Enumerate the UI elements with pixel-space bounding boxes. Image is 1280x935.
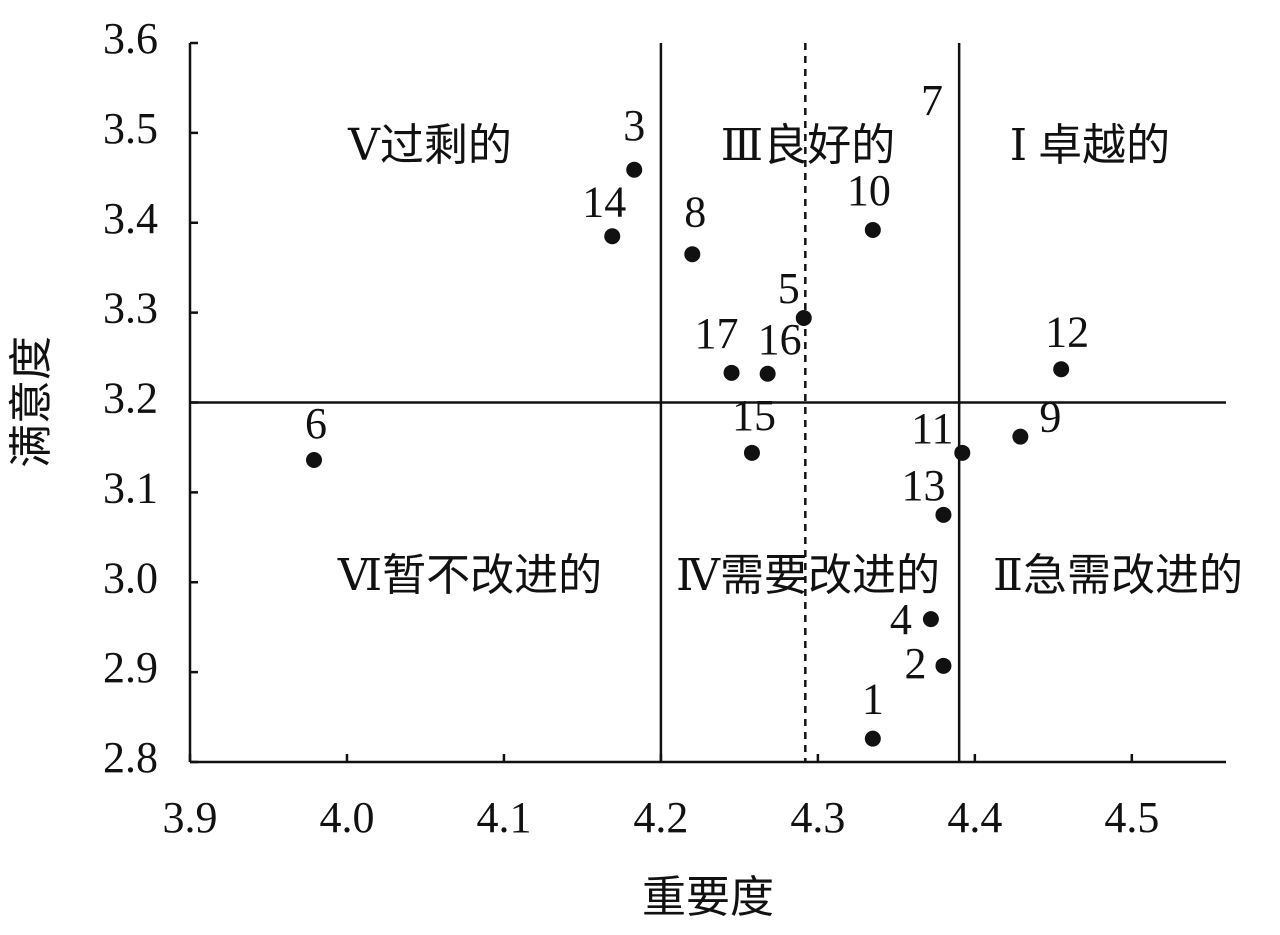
x-tick-label: 3.9	[163, 793, 218, 842]
quadrant-label: Ⅴ过剩的	[347, 121, 512, 170]
point-label: 9	[1039, 393, 1061, 442]
point	[864, 221, 881, 238]
point-label: 13	[901, 461, 945, 510]
point-label: 3	[623, 101, 645, 150]
point	[759, 365, 776, 382]
quadrant-label: Ⅰ 卓越的	[1010, 121, 1170, 170]
point	[626, 161, 643, 178]
y-tick-label: 3.4	[103, 194, 158, 243]
point-label: 15	[732, 391, 776, 440]
x-tick-label: 4.3	[790, 793, 845, 842]
quadrant-label: Ⅳ需要改进的	[676, 551, 940, 600]
point-label: 2	[904, 639, 926, 688]
x-axis-title: 重要度	[642, 873, 774, 922]
point	[604, 228, 621, 245]
point-label: 5	[778, 264, 800, 313]
point	[1053, 361, 1070, 378]
quadrant-label: Ⅱ急需改进的	[993, 551, 1243, 600]
point	[935, 657, 952, 674]
y-tick-label: 3.3	[103, 284, 158, 333]
y-tick-label: 3.2	[103, 374, 158, 423]
point	[684, 246, 701, 263]
quadrant-label: Ⅲ良好的	[721, 121, 895, 170]
y-tick-label: 3.6	[103, 14, 158, 63]
x-tick-label: 4.5	[1104, 793, 1159, 842]
point-label: 4	[890, 595, 912, 644]
point-label: 10	[847, 166, 891, 215]
y-tick-label: 2.9	[103, 643, 158, 692]
point	[306, 452, 323, 469]
point	[864, 730, 881, 747]
point	[922, 611, 939, 628]
point-label: 7	[921, 76, 943, 125]
point-label: 11	[911, 404, 953, 453]
point-label: 16	[758, 315, 802, 364]
y-axis-title: 满意度	[7, 336, 56, 468]
point-label: 14	[582, 177, 626, 226]
point	[795, 310, 812, 327]
point	[723, 364, 740, 381]
point	[954, 444, 971, 461]
point-label: 12	[1045, 307, 1089, 356]
y-tick-label: 3.5	[103, 104, 158, 153]
y-tick-label: 3.1	[103, 463, 158, 512]
point-label: 17	[695, 309, 739, 358]
y-tick-label: 2.8	[103, 733, 158, 782]
x-tick-label: 4.0	[319, 793, 374, 842]
point-label: 8	[684, 187, 706, 236]
point-label: 6	[305, 399, 327, 448]
point	[935, 506, 952, 523]
x-tick-label: 4.4	[947, 793, 1002, 842]
point-label: 1	[862, 675, 884, 724]
x-tick-label: 4.1	[476, 793, 531, 842]
quadrant-label: Ⅵ暂不改进的	[337, 551, 602, 600]
x-tick-label: 4.2	[633, 793, 688, 842]
point	[1012, 428, 1029, 445]
point	[743, 444, 760, 461]
y-tick-label: 3.0	[103, 553, 158, 602]
